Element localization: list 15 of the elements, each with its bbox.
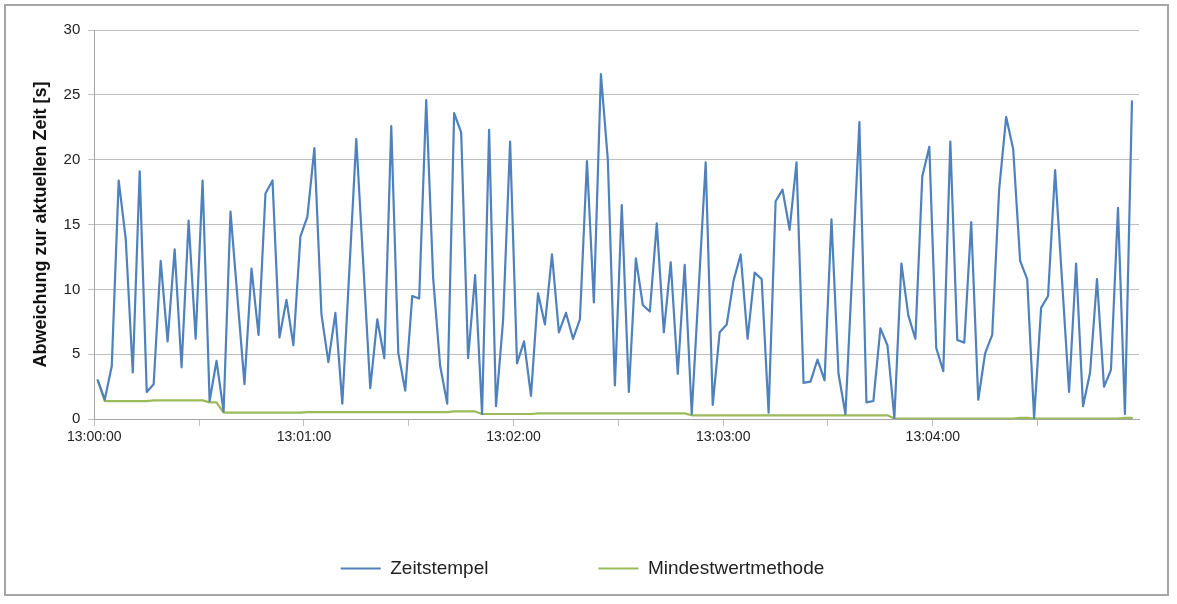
x-tick-label: 13:04:00 (905, 428, 961, 445)
y-tick-label: 5 (71, 344, 81, 362)
legend-label: Zeitstempel (390, 556, 489, 578)
x-tick-label: 13:03:00 (695, 428, 751, 445)
y-tick-label: 30 (63, 20, 81, 38)
y-tick-label: 15 (63, 214, 81, 232)
x-tick-label: 13:01:00 (276, 428, 332, 445)
y-tick-label: 0 (71, 409, 81, 427)
y-tick-label: 10 (63, 279, 81, 297)
legend-label: Mindestwertmethode (647, 556, 825, 578)
x-tick-label: 13:02:00 (486, 428, 541, 445)
y-tick-label: 25 (63, 85, 81, 103)
y-axis-title: Abweichung zur aktuellen Zeit [s] (29, 81, 50, 368)
y-tick-label: 20 (63, 149, 81, 167)
x-tick-label: 13:00:00 (67, 428, 122, 445)
